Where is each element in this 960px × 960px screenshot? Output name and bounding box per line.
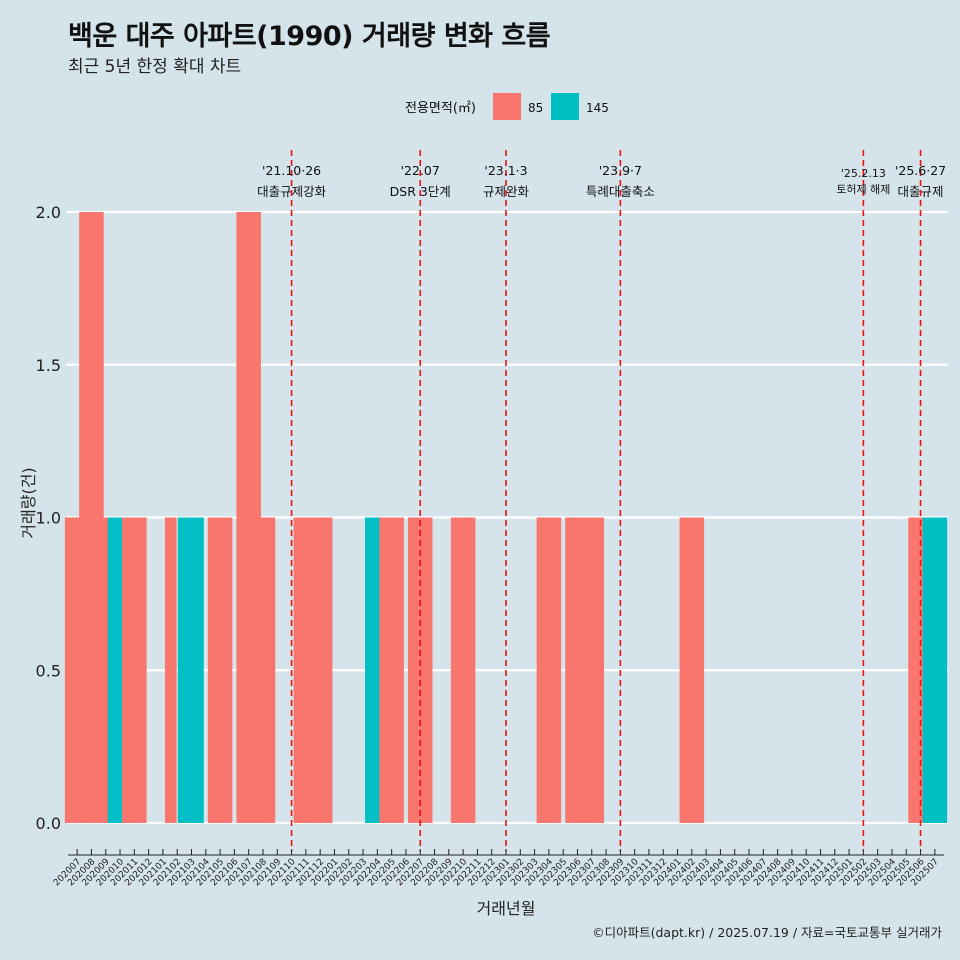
bar-202205-85 (379, 517, 404, 823)
y-tick-label: 1.5 (36, 356, 61, 375)
bars (64, 212, 948, 823)
legend-label-145: 145 (586, 101, 609, 115)
y-tick-label: 0.5 (36, 661, 61, 680)
event-date-label: '25.2.13 (841, 167, 886, 180)
bar-202103-145 (179, 517, 204, 823)
event-desc-label: 규제완화 (483, 184, 530, 199)
bar-202307-85 (579, 517, 605, 823)
event-date-label: '23.1·3 (484, 163, 527, 178)
legend-swatch-145 (551, 93, 579, 120)
event-desc-label: 대출규제강화 (257, 184, 327, 199)
x-axis-title: 거래년월 (477, 899, 536, 918)
legend-label-85: 85 (528, 101, 543, 115)
event-date-label: '23.9·7 (599, 163, 642, 178)
y-tick-label: 2.0 (36, 203, 61, 222)
y-axis: 0.0 0.5 1.0 1.5 2.0 (36, 203, 61, 833)
event-desc-label: 특례대출축소 (586, 184, 655, 199)
event-lines: '21.10·26 대출규제강화 '22.07 DSR 3단계 '23.1·3 규제완화 '… (257, 150, 946, 851)
source-caption: ©디아파트(dapt.kr) / 2025.07.19 / 자료=국토교통부 실… (592, 925, 942, 940)
event-date-label: '21.10·26 (262, 163, 321, 178)
bar-202112-85 (307, 517, 333, 823)
bar-202108-85 (250, 517, 276, 823)
event-desc-label: 토허제 해제 (836, 182, 890, 196)
bar-202402-85 (679, 517, 705, 823)
bar-202304-85 (536, 517, 562, 823)
event-date-label: '25.6·27 (895, 163, 946, 178)
legend-title: 전용면적(㎡) (405, 101, 476, 116)
bar-202011-85 (122, 517, 147, 823)
bar-202210-85 (450, 517, 476, 823)
chart-subtitle: 최근 5년 한정 확대 차트 (68, 57, 242, 77)
event-desc-label: DSR 3단계 (390, 184, 451, 199)
bar-202507-145 (922, 517, 948, 823)
event-desc-label: 대출규제 (898, 184, 944, 199)
y-tick-label: 1.0 (36, 509, 61, 528)
bar-202102-85 (164, 517, 177, 823)
y-tick-label: 0.0 (36, 814, 61, 833)
x-axis: 2020072020082020092020102020112020122021… (52, 849, 944, 888)
legend-swatch-85 (493, 93, 521, 120)
bar-202105-85 (207, 517, 233, 823)
chart-title: 백운 대주 아파트(1990) 거래량 변화 흐름 (68, 21, 551, 52)
legend: 전용면적(㎡) 85 145 (405, 93, 609, 120)
event-date-label: '22.07 (401, 163, 440, 178)
y-axis-title: 거래량(건) (19, 467, 38, 538)
